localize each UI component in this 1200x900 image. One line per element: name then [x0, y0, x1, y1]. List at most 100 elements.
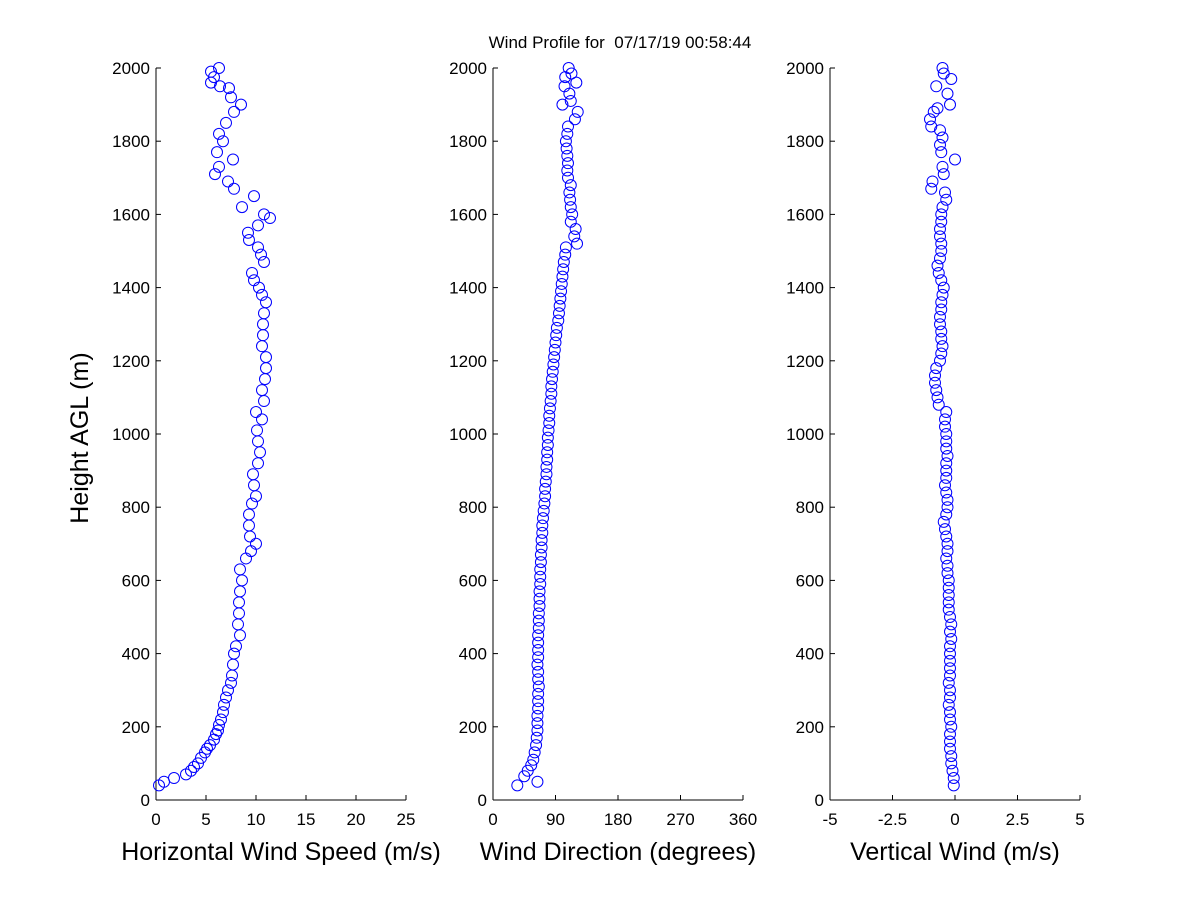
data-point	[511, 779, 524, 792]
data-point	[940, 486, 953, 499]
data-point	[945, 618, 958, 631]
data-point	[929, 376, 941, 389]
data-point	[940, 406, 953, 419]
data-point	[251, 424, 263, 437]
data-point	[532, 673, 545, 686]
y-tick-label: 400	[459, 645, 487, 664]
data-point	[940, 464, 953, 477]
y-tick-label: 1000	[449, 425, 487, 444]
data-point	[534, 570, 547, 583]
data-point	[929, 369, 941, 382]
data-point	[168, 772, 180, 785]
data-point	[260, 296, 272, 309]
data-point	[559, 248, 572, 261]
y-tick-label: 200	[459, 718, 487, 737]
data-point	[236, 201, 248, 214]
data-point	[935, 303, 948, 316]
data-point	[939, 413, 951, 426]
data-point	[213, 718, 225, 731]
y-tick-label: 1400	[786, 279, 824, 298]
data-point	[559, 135, 572, 148]
data-point	[548, 343, 561, 356]
data-point	[939, 479, 951, 492]
y-tick-label: 2000	[786, 59, 824, 78]
data-point	[255, 248, 267, 261]
data-point	[565, 67, 578, 80]
data-point	[243, 519, 255, 532]
data-point	[556, 270, 569, 283]
y-tick-label: 1600	[786, 205, 824, 224]
data-point	[942, 698, 955, 711]
data-point	[945, 72, 958, 85]
data-point	[552, 307, 565, 320]
data-point	[213, 62, 225, 74]
y-tick-label: 2000	[112, 59, 150, 78]
data-point	[930, 80, 943, 93]
data-point	[535, 534, 548, 547]
y-tick-label: 1200	[786, 352, 824, 371]
data-point	[932, 266, 945, 279]
data-point	[940, 435, 953, 448]
data-point	[225, 91, 237, 104]
data-point	[533, 585, 546, 598]
y-tick-label: 600	[459, 571, 487, 590]
data-point	[934, 318, 946, 331]
data-point	[235, 98, 247, 111]
data-point	[564, 215, 577, 228]
y-tick-label: 1600	[449, 205, 487, 224]
data-point	[256, 384, 268, 397]
x-tick-label: 0	[151, 810, 160, 829]
data-point	[561, 127, 574, 140]
data-point	[562, 120, 574, 133]
x-tick-label: 15	[297, 810, 316, 829]
y-tick-label: 2000	[449, 59, 487, 78]
data-point	[564, 179, 577, 192]
data-point	[205, 65, 217, 78]
x-tick-label: 10	[247, 810, 266, 829]
data-point	[944, 691, 956, 704]
data-point	[941, 449, 954, 462]
data-point	[542, 424, 555, 437]
data-point	[243, 508, 255, 521]
data-point	[250, 537, 262, 550]
y-tick-label: 800	[122, 498, 150, 517]
data-point	[209, 168, 221, 181]
data-point	[532, 665, 545, 678]
data-point	[549, 336, 562, 349]
data-point	[563, 186, 576, 199]
data-point	[257, 329, 269, 342]
data-point	[936, 131, 949, 144]
data-point	[937, 168, 950, 181]
x-axis-label: Wind Direction (degrees)	[480, 838, 757, 866]
data-point	[944, 611, 956, 623]
data-point	[543, 417, 556, 430]
data-point	[534, 556, 547, 569]
data-point	[564, 94, 577, 107]
data-point	[944, 98, 956, 111]
data-point	[944, 662, 956, 675]
data-point	[560, 142, 573, 155]
data-point	[254, 446, 266, 459]
data-point	[532, 702, 545, 715]
data-point	[215, 713, 227, 726]
data-point	[538, 497, 551, 510]
data-point	[930, 362, 943, 375]
data-point	[944, 669, 956, 682]
data-point	[222, 684, 234, 697]
data-point	[936, 160, 949, 173]
data-point	[234, 585, 246, 598]
data-point	[944, 654, 956, 667]
data-point	[213, 160, 225, 173]
data-point	[211, 146, 223, 159]
data-point	[944, 713, 956, 726]
data-point	[539, 490, 552, 503]
data-point	[253, 281, 265, 294]
data-point	[550, 321, 563, 334]
data-point	[934, 223, 946, 236]
x-tick-label: 90	[546, 810, 565, 829]
y-tick-label: 400	[122, 645, 150, 664]
x-tick-label: 5	[1075, 810, 1084, 829]
data-point	[208, 71, 220, 84]
data-point	[942, 589, 955, 602]
